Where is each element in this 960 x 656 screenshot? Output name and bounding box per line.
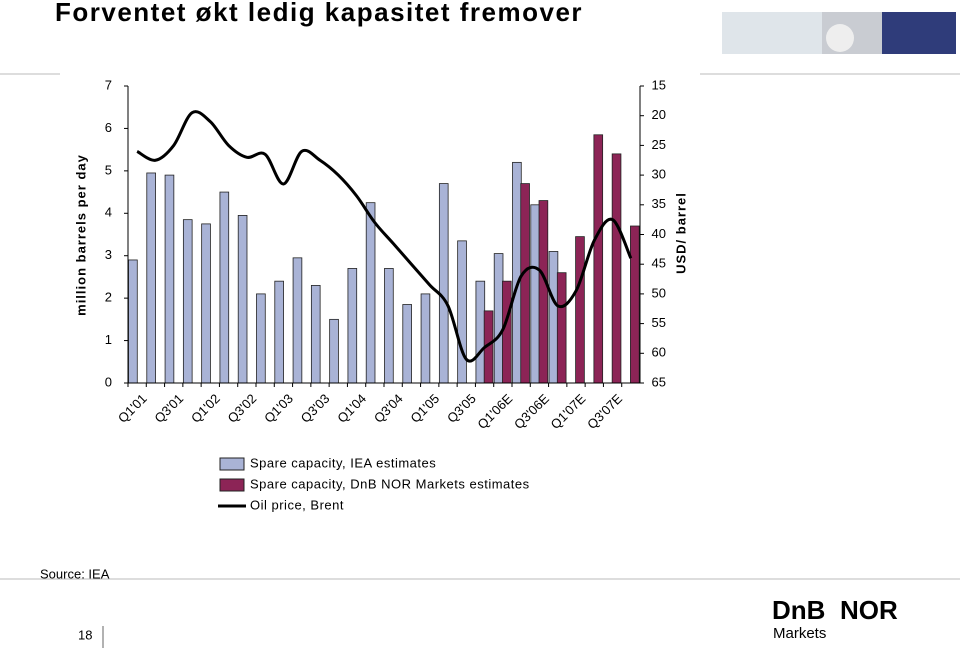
y2-tick-label: 20 xyxy=(652,107,666,122)
bar xyxy=(438,183,449,384)
bar xyxy=(402,304,412,384)
y2-axis-label: USD/ barrel xyxy=(673,192,688,274)
bar xyxy=(274,280,284,384)
bar xyxy=(219,191,230,384)
bar xyxy=(630,225,640,384)
x-tick-label: Q3'07E xyxy=(584,391,625,432)
y-tick-label: 7 xyxy=(105,77,112,92)
x-tick-label: Q1'02 xyxy=(188,391,223,426)
bar xyxy=(201,223,211,384)
bar xyxy=(420,293,431,384)
x-tick-label: Q3'03 xyxy=(298,391,333,426)
bar xyxy=(611,153,622,384)
x-tick-label: Q1'07E xyxy=(548,391,589,432)
legend-swatch xyxy=(219,457,245,471)
header-image xyxy=(722,12,956,54)
x-tick-label: Q3'02 xyxy=(225,391,260,426)
logo-subtext: Markets xyxy=(773,625,826,642)
bar xyxy=(384,268,394,384)
y2-tick-label: 50 xyxy=(652,285,666,300)
y-tick-label: 3 xyxy=(105,247,112,262)
logo-text: NOR xyxy=(840,595,898,625)
bar xyxy=(493,253,504,384)
bar xyxy=(164,174,175,384)
bar xyxy=(502,280,512,384)
y2-tick-label: 25 xyxy=(652,137,666,152)
y2-tick-label: 55 xyxy=(652,315,666,330)
bar xyxy=(256,293,266,384)
x-tick-label: Q1'04 xyxy=(334,391,369,426)
bar xyxy=(520,183,530,384)
bar xyxy=(182,219,193,384)
bar xyxy=(512,161,522,384)
logo-text: DnB xyxy=(772,595,825,625)
bar xyxy=(457,240,467,384)
bar xyxy=(329,318,339,384)
x-tick-label: Q1'03 xyxy=(261,391,296,426)
y-tick-label: 5 xyxy=(105,162,112,177)
bar xyxy=(310,285,321,384)
y-tick-label: 6 xyxy=(105,120,112,135)
line xyxy=(136,110,633,363)
legend-label: Spare capacity, DnB NOR Markets estimate… xyxy=(250,476,530,491)
bar xyxy=(347,268,358,384)
y2-tick-label: 40 xyxy=(652,226,666,241)
x-tick-label: Q1'05 xyxy=(407,391,442,426)
bar xyxy=(548,251,559,384)
source: Source: IEA xyxy=(40,566,110,581)
x-tick-label: Q1'06E xyxy=(474,391,515,432)
bar xyxy=(556,272,567,384)
y2-tick-label: 15 xyxy=(652,77,666,92)
bar xyxy=(475,280,486,384)
bar xyxy=(237,215,248,384)
x-tick-label: Q1'01 xyxy=(115,391,150,426)
legend-label: Oil price, Brent xyxy=(250,497,344,512)
y-tick-label: 2 xyxy=(105,290,112,305)
slide-title: Forventet økt ledig kapasitet fremover xyxy=(55,0,583,27)
bar xyxy=(593,134,604,384)
y-tick-label: 4 xyxy=(105,205,112,220)
bar xyxy=(146,172,156,384)
bar xyxy=(575,236,585,384)
x-tick-label: Q3'01 xyxy=(151,391,186,426)
bar xyxy=(538,200,549,384)
bar xyxy=(292,257,303,384)
x-tick-label: Q3'06E xyxy=(511,391,552,432)
x-tick-label: Q3'05 xyxy=(444,391,479,426)
y2-tick-label: 30 xyxy=(652,167,666,182)
page-number: 18 xyxy=(78,627,92,642)
y-tick-label: 1 xyxy=(105,332,112,347)
bar xyxy=(530,204,540,384)
y2-tick-label: 35 xyxy=(652,196,666,211)
y2-tick-label: 60 xyxy=(652,345,666,360)
y2-tick-label: 45 xyxy=(652,256,666,271)
bar xyxy=(365,202,376,384)
legend-swatch xyxy=(219,478,245,492)
y-axis-label: million barrels per day xyxy=(73,154,88,316)
y-tick-label: 0 xyxy=(105,374,112,389)
y2-tick-label: 65 xyxy=(652,374,666,389)
x-tick-label: Q3'04 xyxy=(371,391,406,426)
legend-label: Spare capacity, IEA estimates xyxy=(250,455,436,470)
bar xyxy=(128,259,138,384)
